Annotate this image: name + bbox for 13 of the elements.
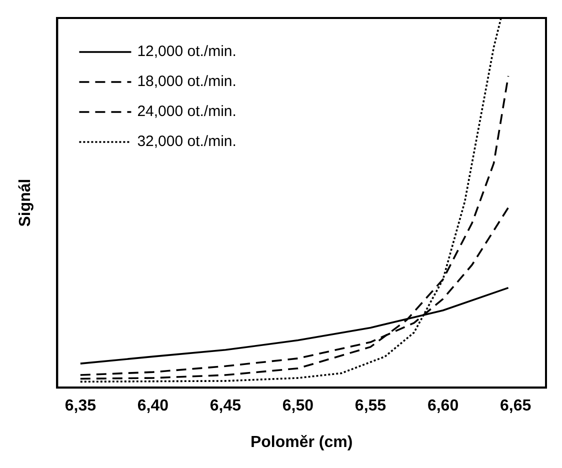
x-tick-label: 6,50 — [282, 398, 314, 415]
x-axis-title: Poloměr (cm) — [250, 434, 353, 451]
legend-label: 32,000 ot./min. — [137, 133, 236, 150]
legend-label: 18,000 ot./min. — [137, 73, 236, 90]
x-tick-label: 6,60 — [427, 398, 459, 415]
x-tick-label: 6,35 — [64, 398, 96, 415]
x-tick-label: 6,40 — [137, 398, 169, 415]
x-tick-label: 6,55 — [354, 398, 386, 415]
legend-label: 24,000 ot./min. — [137, 103, 236, 120]
legend-label: 12,000 ot./min. — [137, 43, 236, 60]
y-axis-title: Signál — [17, 178, 34, 227]
x-tick-label: 6,65 — [500, 398, 532, 415]
x-tick-label: 6,45 — [210, 398, 242, 415]
